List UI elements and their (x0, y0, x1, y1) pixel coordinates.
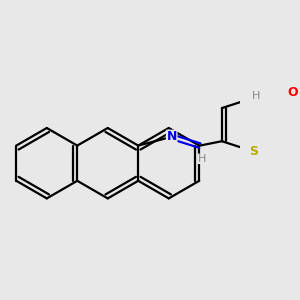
Text: O: O (288, 86, 298, 100)
Text: N: N (167, 130, 177, 143)
Text: S: S (249, 145, 258, 158)
Text: H: H (197, 154, 206, 164)
Text: H: H (252, 91, 260, 100)
